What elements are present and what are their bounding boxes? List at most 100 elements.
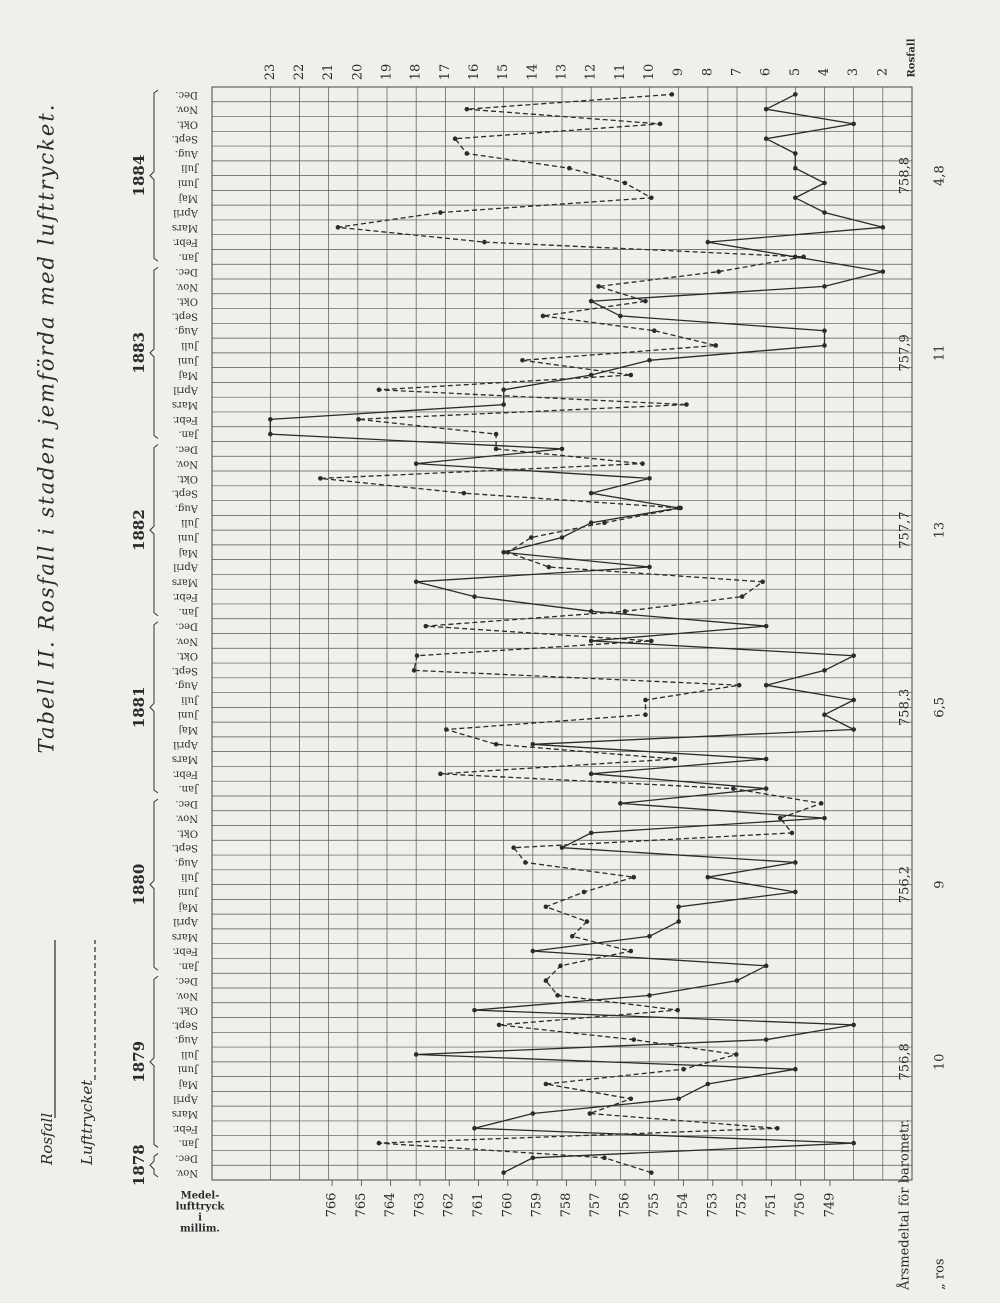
data-point (555, 993, 560, 998)
data-point (651, 328, 657, 334)
data-point (413, 1052, 419, 1057)
x-tick-label: Nov. (176, 104, 198, 115)
x-tick-label: Okt. (177, 650, 198, 661)
annual-barometer: 756,8 (898, 1043, 913, 1080)
data-point (543, 1081, 549, 1087)
x-tick-label: Juli (181, 340, 199, 351)
year-bracket (149, 89, 159, 262)
data-point (705, 1081, 711, 1087)
data-point (622, 609, 628, 614)
x-tick-label: April (173, 739, 199, 750)
y2-tick-label: 763 (412, 1193, 427, 1218)
data-point (669, 92, 675, 97)
x-tick-label: Jan. (178, 1138, 199, 1149)
y2-tick-label: 762 (442, 1193, 457, 1218)
annual-ros: 11 (933, 345, 948, 362)
x-tick-label: Maj (179, 1078, 198, 1089)
x-tick-label: Dec. (175, 443, 198, 454)
data-point (501, 402, 506, 407)
data-point (774, 1126, 780, 1131)
y2-axis-label: lufttryck (176, 1202, 226, 1213)
y2-tick-label: 758 (559, 1193, 574, 1218)
y2-tick-label: 755 (647, 1193, 662, 1218)
x-tick-label: Okt. (177, 1005, 198, 1016)
data-point (461, 490, 467, 496)
x-tick-label: Maj (179, 724, 198, 735)
data-point (649, 638, 654, 644)
data-point (731, 786, 736, 791)
data-point (472, 1007, 477, 1013)
data-point (789, 830, 795, 836)
data-point (880, 225, 886, 230)
annual-ros: 13 (933, 522, 948, 539)
data-point (501, 1170, 506, 1175)
data-point (493, 741, 499, 747)
year-label: 1879 (130, 1041, 148, 1083)
data-point (647, 993, 652, 998)
data-point (543, 904, 549, 910)
data-point (676, 919, 681, 924)
x-tick-label: April (173, 207, 199, 218)
data-point (678, 505, 683, 511)
y2-axis-label: i (198, 1213, 202, 1224)
data-point (472, 1126, 477, 1131)
y-tick-label: 4 (817, 68, 832, 76)
annual-barometer: 757,9 (898, 334, 913, 371)
data-point (628, 1096, 634, 1102)
y2-tick-label: 761 (471, 1193, 486, 1218)
x-tick-label: Dec. (175, 1152, 198, 1163)
annual-ros: 4,8 (933, 165, 948, 186)
data-point (588, 638, 594, 644)
x-tick-label: Jan. (178, 783, 199, 794)
data-point (643, 697, 648, 703)
data-point (511, 845, 516, 850)
data-point (588, 771, 594, 777)
y-tick-label: 6 (759, 68, 774, 76)
data-point (763, 106, 769, 112)
y2-tick-label: 764 (383, 1193, 398, 1218)
data-point (581, 889, 587, 895)
data-point (318, 476, 323, 481)
x-tick-label: Juni (178, 709, 199, 720)
data-point (851, 1022, 856, 1028)
x-tick-label: Febr. (172, 237, 198, 248)
data-point (559, 535, 565, 540)
x-tick-label: Nov. (176, 990, 198, 1001)
data-point (501, 387, 506, 393)
y-tick-label: 5 (788, 68, 803, 76)
data-point (602, 1155, 607, 1161)
data-point (505, 549, 511, 555)
y-tick-label: 23 (263, 64, 278, 81)
data-point (672, 756, 678, 762)
y-tick-label: 21 (321, 64, 336, 81)
y-tick-label: 18 (409, 64, 424, 81)
x-tick-label: Juli (181, 694, 199, 705)
y-tick-label: 15 (496, 64, 511, 81)
x-tick-label: Juni (178, 1064, 199, 1075)
data-point (588, 520, 594, 526)
data-point (438, 771, 443, 777)
data-point (763, 1037, 769, 1042)
y2-tick-label: 753 (705, 1193, 720, 1218)
x-tick-label: Juli (181, 872, 199, 883)
x-tick-label: Juni (178, 886, 199, 897)
data-point (676, 1096, 681, 1102)
data-point (880, 269, 886, 274)
data-point (763, 756, 769, 762)
year-label: 1878 (130, 1144, 148, 1186)
x-tick-label: Mars (172, 222, 198, 233)
data-point (628, 372, 634, 378)
data-point (464, 106, 470, 112)
x-tick-label: Nov. (176, 458, 198, 469)
data-point (596, 284, 601, 289)
data-point (618, 313, 623, 319)
data-point (413, 579, 419, 585)
data-point (588, 490, 594, 496)
data-point (793, 165, 798, 171)
data-point (558, 963, 563, 969)
data-point (733, 1052, 739, 1057)
data-point (705, 874, 711, 880)
data-point (647, 933, 652, 939)
y2-axis-label: Medel- (181, 1191, 220, 1202)
y-tick-label: 19 (380, 64, 395, 81)
